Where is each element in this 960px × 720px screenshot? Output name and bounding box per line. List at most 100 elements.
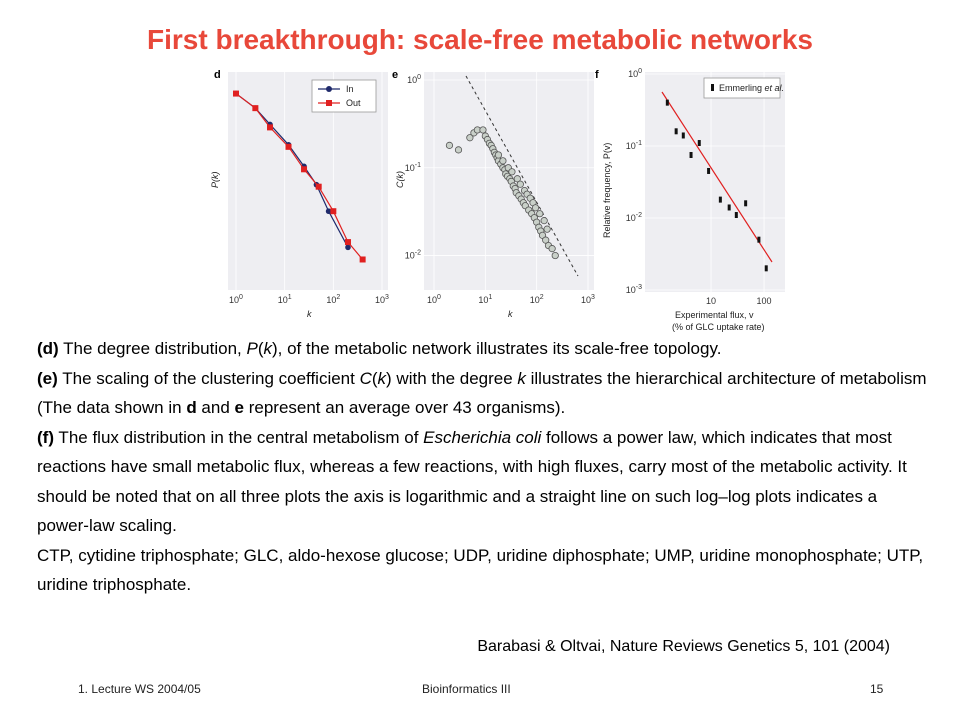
panel-d-out-point: [359, 256, 366, 263]
figure-panels: d 100 101 102 103 P(k) k In Out e 100 101 102…: [210, 68, 785, 332]
panel-f-legend-marker: [711, 84, 714, 91]
panel-e-point: [494, 151, 503, 159]
panel-e-point: [536, 210, 544, 218]
panel-f-point: [665, 99, 669, 106]
reference-citation: Barabasi & Oltvai, Nature Reviews Geneti…: [477, 638, 890, 655]
panel-f-points: [665, 99, 768, 272]
panel-d-xtick-2: 102: [326, 294, 340, 305]
panel-f-xtick-0: 10: [706, 296, 716, 306]
panel-d-out-point: [315, 183, 322, 190]
panel-d-legend-box: [311, 79, 377, 113]
panel-e-point: [548, 245, 556, 253]
panel-e-ytick-1: 10-1: [405, 162, 421, 173]
panel-d-ylabel: P(k): [210, 172, 220, 189]
panel-e-point: [445, 141, 454, 149]
footer-page-number: 15: [870, 682, 884, 696]
panel-e-point: [513, 175, 521, 183]
panel-d-out-point: [285, 143, 292, 150]
panel-f-ticks: 10 100 100 10-1 10-2 10-3: [626, 68, 772, 306]
panel-e-xtick-3: 103: [581, 294, 595, 305]
panel-f-xlabel: Experimental flux, v: [675, 310, 754, 320]
panel-f-label: f: [595, 69, 599, 81]
panel-e-label: e: [392, 69, 398, 81]
panel-d-out-point: [344, 239, 351, 246]
panel-e-xtick-0: 100: [427, 294, 441, 305]
panel-d-legend: In Out: [311, 79, 377, 113]
panel-d-series: [233, 90, 366, 263]
panel-e-point: [516, 180, 524, 188]
legend-in-marker: [326, 86, 332, 92]
panel-d-label: d: [214, 69, 221, 81]
panel-e-ticks: 100 101 102 103 100 10-1 10-2: [405, 74, 595, 305]
panel-f-point: [744, 200, 748, 207]
panel-e-point: [543, 225, 551, 233]
panel-f-legend: Emmerling et al.: [703, 77, 784, 99]
panel-d: d 100 101 102 103 P(k) k In Out: [210, 69, 389, 319]
slide-title: First breakthrough: scale-free metabolic…: [147, 24, 813, 55]
panel-e-point: [508, 168, 516, 176]
panel-f-point: [764, 265, 768, 272]
panel-f-point: [707, 167, 711, 174]
panel-e-point: [454, 146, 463, 154]
panel-e-xtick-2: 102: [530, 294, 544, 305]
caption-d: (d) The degree distribution, P(k), of th…: [37, 339, 722, 358]
panel-d-xtick-0: 100: [229, 294, 243, 305]
panel-f-ytick-0: 100: [628, 68, 642, 79]
panel-e-point: [499, 157, 507, 165]
panel-d-grid: [235, 72, 383, 290]
legend-out-label: Out: [346, 98, 361, 108]
legend-out-marker: [326, 100, 332, 106]
panel-f-xtick-1: 100: [757, 296, 772, 306]
panel-f-ytick-2: 10-2: [626, 212, 642, 223]
panel-e: e 100 101 102 103 100 10-1 10-2 C(k) k: [392, 69, 595, 319]
figure-caption: (d) The degree distribution, P(k), of th…: [37, 334, 927, 600]
panel-e-point: [479, 126, 487, 134]
panel-e-xlabel: k: [508, 309, 513, 319]
panel-f-ylabel: Relative frequency, P(v): [602, 143, 612, 238]
panel-d-out-point: [330, 208, 337, 215]
panel-e-xtick-1: 101: [478, 294, 492, 305]
panel-e-point: [531, 204, 540, 212]
panel-d-out-point: [233, 90, 239, 97]
panel-f-legend-box: [703, 77, 781, 99]
panel-e-ytick-0: 100: [407, 74, 421, 85]
panel-d-in-point: [325, 208, 332, 215]
caption-e: (e) The scaling of the clustering coeffi…: [37, 368, 927, 418]
panel-f-ytick-3: 10-3: [626, 284, 642, 295]
panel-d-xtick-3: 103: [375, 294, 389, 305]
footer-lecture: 1. Lecture WS 2004/05: [78, 682, 201, 696]
caption-f: (f) The flux distribution in the central…: [37, 427, 907, 536]
panel-f-point: [697, 140, 701, 147]
panel-d-xtick-1: 101: [278, 294, 292, 305]
legend-in-label: In: [346, 84, 354, 94]
panel-e-ytick-2: 10-2: [405, 250, 421, 261]
panel-e-point: [551, 251, 559, 260]
panel-e-reference-line: [465, 75, 579, 277]
panel-f-point: [689, 151, 693, 158]
caption-abbreviations: CTP, cytidine triphosphate; GLC, aldo-he…: [37, 545, 924, 595]
panel-f-plot-bg: [645, 72, 785, 292]
footer-course: Bioinformatics III: [422, 682, 511, 696]
panel-f-point: [757, 236, 761, 243]
panel-f-point: [718, 196, 722, 203]
panel-f-fit-line: [661, 91, 773, 263]
panel-e-points: [445, 126, 559, 260]
panel-f-ytick-1: 10-1: [626, 140, 642, 151]
panel-e-point: [540, 217, 548, 225]
panel-f-point: [734, 212, 738, 219]
panel-e-ylabel: C(k): [395, 171, 405, 188]
panel-f-point: [674, 128, 678, 135]
panel-d-out-point: [301, 166, 308, 173]
panel-f-grid: [645, 72, 785, 292]
panel-f-point: [727, 204, 731, 211]
panel-d-in-point: [345, 244, 351, 251]
panel-f-xlabel2: (% of GLC uptake rate): [672, 322, 765, 332]
panel-d-out-point: [252, 105, 259, 112]
panel-d-ticks: 100 101 102 103: [229, 294, 389, 305]
panel-f-legend-label: Emmerling et al.: [719, 83, 784, 93]
panel-e-point: [466, 134, 474, 142]
panel-d-out-point: [267, 124, 274, 131]
panel-d-xlabel: k: [307, 309, 312, 319]
panel-f: f 10 100 100 10-1 10-2 10-3 Relative frequenc…: [595, 68, 785, 332]
panel-f-point: [681, 132, 685, 139]
